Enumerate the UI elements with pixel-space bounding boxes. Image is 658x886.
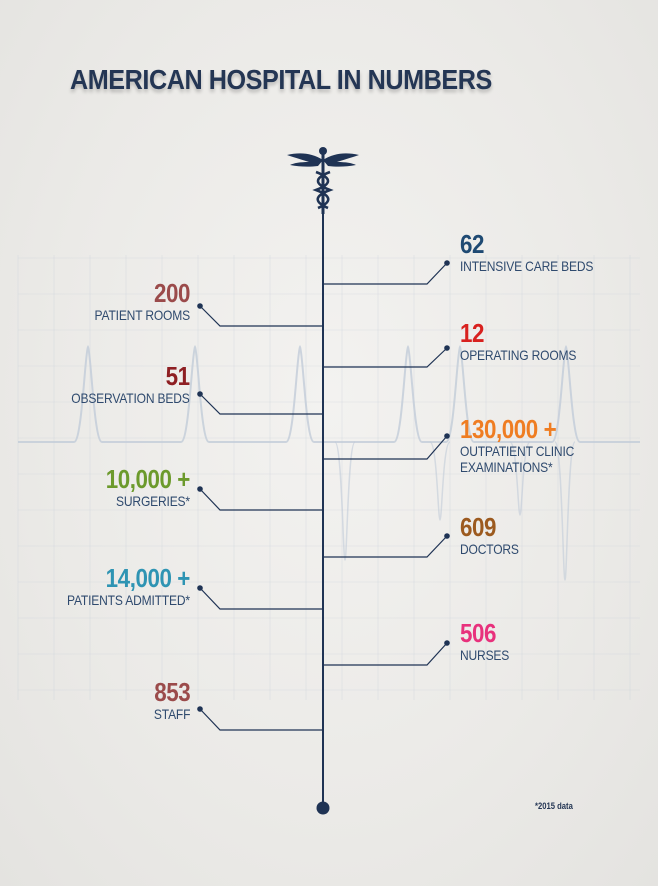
stat-label: STAFF bbox=[153, 706, 191, 722]
leader-dot bbox=[197, 486, 203, 492]
leader-line-right bbox=[323, 535, 448, 558]
stat-observation-beds: 51 OBSERVATION BEDS bbox=[52, 361, 191, 406]
stat-label: NURSES bbox=[460, 647, 510, 663]
stat-label: INTENSIVE CARE BEDS bbox=[460, 258, 594, 274]
stat-value: 14,000 + bbox=[105, 563, 191, 593]
leader-line-right bbox=[323, 262, 448, 285]
stat-label: OPERATING ROOMS bbox=[460, 347, 577, 363]
leader-line-left bbox=[199, 708, 323, 731]
stat-surgeries: 10,000 + SURGERIES* bbox=[92, 464, 191, 509]
leader-line-left bbox=[199, 305, 323, 327]
leader-line-right bbox=[323, 642, 448, 666]
stat-value: 130,000 + bbox=[460, 414, 557, 444]
stat-doctors: 609 DOCTORS bbox=[460, 513, 528, 557]
leader-dot bbox=[197, 585, 203, 591]
caduceus-icon bbox=[287, 147, 359, 214]
leader-line-right bbox=[323, 435, 448, 460]
stat-staff: 853 STAFF bbox=[148, 677, 191, 722]
leader-dot bbox=[444, 640, 450, 646]
stat-label: DOCTORS bbox=[460, 541, 519, 557]
leader-dot bbox=[444, 345, 450, 351]
stat-operating-rooms: 12 OPERATING ROOMS bbox=[460, 319, 595, 363]
leader-dot bbox=[197, 303, 203, 309]
leader-dot bbox=[444, 260, 450, 266]
leader-line-right bbox=[323, 347, 448, 368]
stat-value: 200 bbox=[153, 278, 190, 308]
stat-value: 62 bbox=[460, 229, 485, 259]
stat-value: 10,000 + bbox=[105, 464, 191, 494]
stat-value: 506 bbox=[460, 618, 497, 648]
stat-label: OUTPATIENT CLINIC EXAMINATIONS* bbox=[460, 443, 575, 475]
stat-patients-admitted: 14,000 + PATIENTS ADMITTED* bbox=[47, 564, 190, 608]
stat-value: 853 bbox=[153, 677, 190, 707]
timeline-end-dot bbox=[316, 801, 330, 815]
leader-line-left bbox=[199, 587, 323, 610]
leader-line-left bbox=[199, 393, 323, 415]
page-title: AMERICAN HOSPITAL IN NUMBERS bbox=[70, 64, 492, 95]
stat-label: SURGERIES* bbox=[116, 493, 190, 509]
stat-intensive-care-beds: 62 INTENSIVE CARE BEDS bbox=[460, 230, 615, 274]
stat-value: 609 bbox=[460, 512, 497, 542]
leader-dot bbox=[197, 706, 203, 712]
stat-label: OBSERVATION BEDS bbox=[71, 390, 191, 406]
leader-dot bbox=[197, 391, 203, 397]
stat-value: 12 bbox=[460, 318, 485, 348]
leader-dot bbox=[444, 433, 450, 439]
leader-dot bbox=[444, 533, 450, 539]
footnote: *2015 data bbox=[535, 801, 573, 811]
leader-line-left bbox=[199, 488, 323, 511]
stat-label: PATIENTS ADMITTED* bbox=[67, 592, 190, 608]
stat-value: 51 bbox=[165, 361, 190, 391]
stat-label: PATIENT ROOMS bbox=[94, 307, 191, 323]
stat-nurses: 506 NURSES bbox=[460, 619, 517, 663]
stat-outpatient-clinic: 130,000 + OUTPATIENT CLINIC EXAMINATIONS… bbox=[460, 415, 593, 475]
stat-patient-rooms: 200 PATIENT ROOMS bbox=[79, 278, 191, 323]
